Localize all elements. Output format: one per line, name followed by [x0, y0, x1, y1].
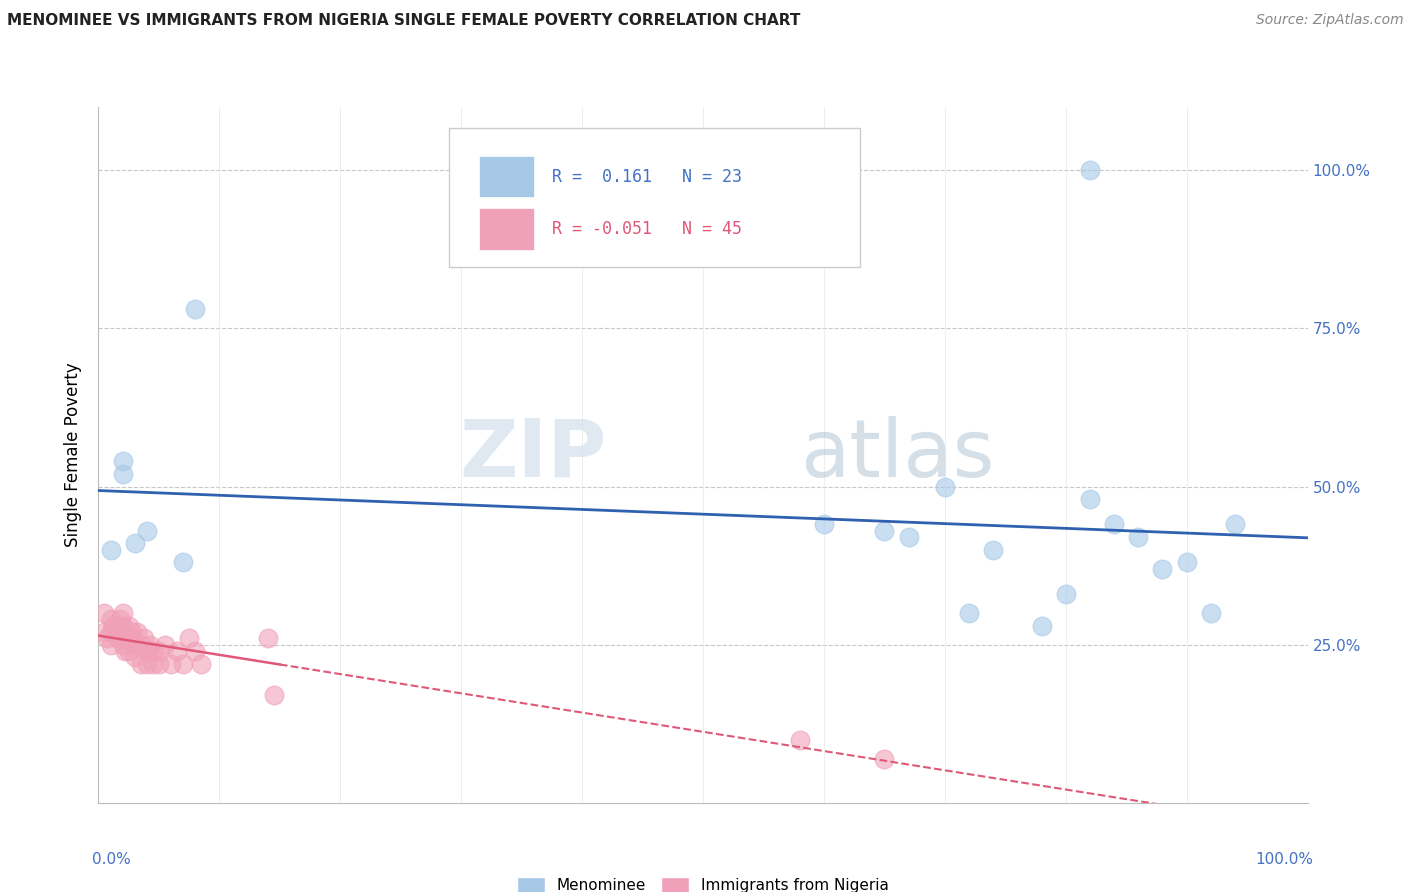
Point [148, 644, 170, 658]
Text: Source: ZipAtlas.com: Source: ZipAtlas.com [1256, 13, 1403, 28]
Point [153, 638, 176, 652]
Text: ZIP: ZIP [458, 416, 606, 494]
Point [100, 638, 122, 652]
Point [166, 644, 188, 658]
Point [111, 606, 134, 620]
Point [1078, 492, 1101, 507]
Point [100, 542, 122, 557]
Point [1078, 163, 1101, 178]
Point [172, 657, 194, 671]
Point [96, 632, 118, 646]
Point [101, 618, 124, 632]
Point [129, 638, 152, 652]
Point [118, 632, 141, 646]
Point [1223, 517, 1246, 532]
Point [135, 657, 157, 671]
Point [111, 454, 134, 468]
Point [93, 606, 115, 620]
Point [100, 612, 122, 626]
Point [111, 467, 134, 481]
Point [135, 524, 157, 538]
Point [957, 606, 980, 620]
Point [118, 618, 141, 632]
Point [172, 556, 194, 570]
FancyBboxPatch shape [449, 128, 860, 267]
Point [129, 657, 152, 671]
Point [139, 638, 162, 652]
Point [1031, 618, 1053, 632]
Point [1199, 606, 1222, 620]
Text: 100.0%: 100.0% [1256, 852, 1313, 866]
Point [897, 530, 920, 544]
Bar [479, 208, 534, 250]
Point [934, 479, 956, 493]
Point [263, 688, 285, 702]
Point [873, 524, 896, 538]
Point [1128, 530, 1150, 544]
Point [124, 536, 146, 550]
Bar [479, 156, 534, 197]
Point [93, 625, 115, 640]
Point [121, 625, 143, 640]
Point [124, 650, 146, 665]
Text: R =  0.161   N = 23: R = 0.161 N = 23 [553, 168, 742, 186]
Point [118, 644, 141, 658]
Point [124, 638, 146, 652]
Point [127, 625, 149, 640]
Point [184, 644, 207, 658]
Point [108, 612, 131, 626]
Text: R = -0.051   N = 45: R = -0.051 N = 45 [553, 219, 742, 238]
Point [190, 657, 212, 671]
Point [981, 542, 1004, 557]
Point [160, 657, 183, 671]
Text: MENOMINEE VS IMMIGRANTS FROM NIGERIA SINGLE FEMALE POVERTY CORRELATION CHART: MENOMINEE VS IMMIGRANTS FROM NIGERIA SIN… [7, 13, 800, 29]
Point [121, 632, 143, 646]
Point [1152, 562, 1174, 576]
Point [105, 618, 128, 632]
Point [114, 644, 136, 658]
Point [108, 625, 131, 640]
Point [256, 632, 278, 646]
Point [100, 625, 122, 640]
Point [148, 657, 170, 671]
Text: atlas: atlas [800, 416, 994, 494]
Point [134, 632, 156, 646]
Legend: Menominee, Immigrants from Nigeria: Menominee, Immigrants from Nigeria [510, 871, 896, 892]
Point [1102, 517, 1125, 532]
Point [114, 632, 136, 646]
Text: 0.0%: 0.0% [93, 852, 131, 866]
Point [873, 751, 896, 765]
Point [184, 302, 207, 317]
Point [105, 632, 128, 646]
Point [813, 517, 835, 532]
Point [142, 644, 165, 658]
Point [1175, 556, 1198, 570]
Point [111, 618, 134, 632]
Point [789, 732, 811, 747]
Point [111, 638, 134, 652]
Point [1054, 587, 1077, 601]
Point [135, 644, 157, 658]
Point [179, 632, 201, 646]
Point [142, 657, 165, 671]
Y-axis label: Single Female Poverty: Single Female Poverty [65, 363, 83, 547]
